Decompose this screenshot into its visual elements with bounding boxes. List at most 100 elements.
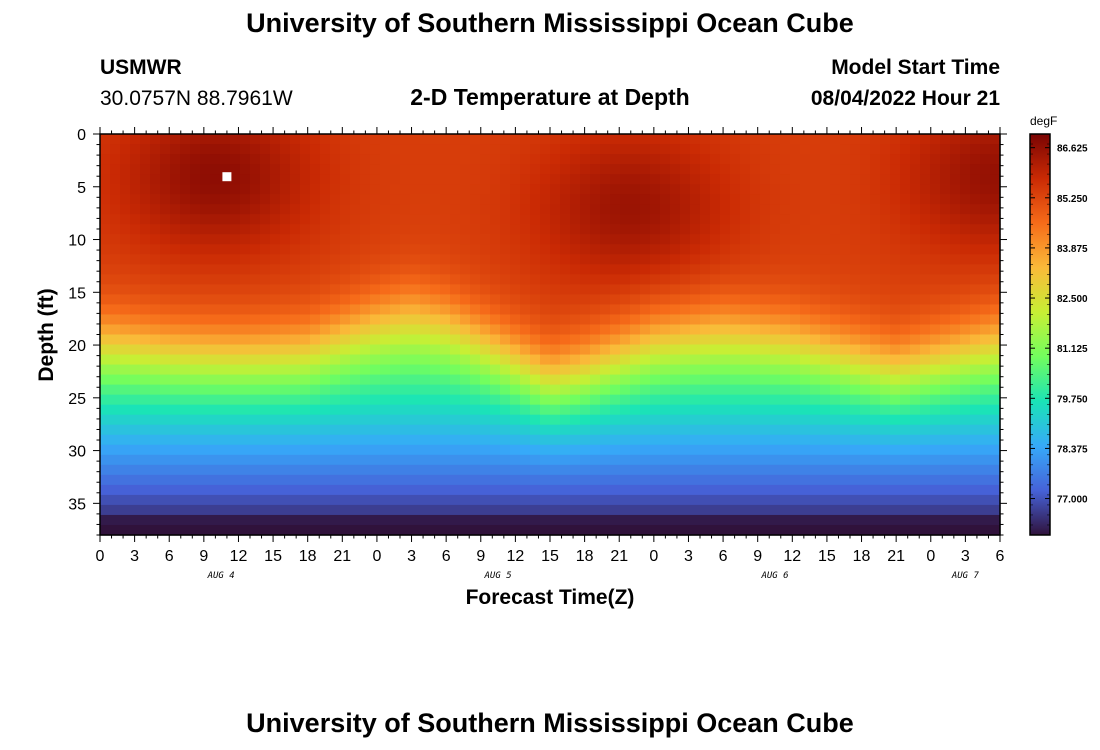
heatmap-cell bbox=[900, 154, 911, 165]
heatmap-cell bbox=[210, 344, 221, 356]
heatmap-cell bbox=[620, 524, 631, 536]
heatmap-cell bbox=[510, 304, 521, 316]
heatmap-cell bbox=[680, 324, 691, 336]
heatmap-cell bbox=[430, 234, 441, 245]
heatmap-cell bbox=[750, 334, 761, 346]
heatmap-cell bbox=[210, 194, 221, 205]
heatmap-cell bbox=[740, 434, 751, 446]
heatmap-cell bbox=[990, 334, 1001, 346]
heatmap-cell bbox=[230, 224, 241, 235]
heatmap-cell bbox=[540, 454, 551, 466]
heatmap-cell bbox=[440, 294, 451, 306]
heatmap-cell bbox=[350, 444, 361, 456]
heatmap-cell bbox=[700, 374, 711, 386]
heatmap-cell bbox=[800, 454, 811, 466]
heatmap-cell bbox=[740, 524, 751, 536]
heatmap-cell bbox=[920, 484, 931, 496]
heatmap-cell bbox=[650, 254, 661, 265]
heatmap-cell bbox=[460, 444, 471, 456]
heatmap-cell bbox=[100, 174, 111, 185]
heatmap-cell bbox=[810, 434, 821, 446]
heatmap-cell bbox=[690, 394, 701, 406]
heatmap-cell bbox=[950, 164, 961, 175]
heatmap-cell bbox=[120, 134, 131, 145]
heatmap-cell bbox=[740, 324, 751, 336]
heatmap-cell bbox=[440, 144, 451, 155]
heatmap-cell bbox=[970, 474, 981, 486]
heatmap-cell bbox=[990, 204, 1001, 215]
heatmap-cell bbox=[500, 354, 511, 366]
heatmap-cell bbox=[980, 264, 991, 275]
heatmap-cell bbox=[450, 264, 461, 275]
heatmap-cell bbox=[420, 474, 431, 486]
heatmap-cell bbox=[750, 404, 761, 416]
heatmap-cell bbox=[380, 424, 391, 436]
heatmap-cell bbox=[170, 324, 181, 336]
heatmap-cell bbox=[510, 164, 521, 175]
heatmap-cell bbox=[600, 354, 611, 366]
heatmap-cell bbox=[330, 244, 341, 255]
heatmap-cell bbox=[650, 264, 661, 275]
heatmap-cell bbox=[880, 364, 891, 376]
heatmap-cell bbox=[170, 404, 181, 416]
heatmap-cell bbox=[680, 454, 691, 466]
heatmap-cell bbox=[550, 494, 561, 506]
heatmap-cell bbox=[490, 324, 501, 336]
heatmap-cell bbox=[420, 204, 431, 215]
heatmap-cell bbox=[570, 424, 581, 436]
heatmap-cell bbox=[930, 214, 941, 225]
heatmap-cell bbox=[610, 274, 621, 285]
heatmap-cell bbox=[670, 434, 681, 446]
heatmap-cell bbox=[430, 414, 441, 426]
heatmap-cell bbox=[100, 234, 111, 245]
heatmap-cell bbox=[220, 404, 231, 416]
heatmap-cell bbox=[280, 394, 291, 406]
heatmap-cell bbox=[120, 414, 131, 426]
heatmap-cell bbox=[950, 384, 961, 396]
heatmap-cell bbox=[140, 224, 151, 235]
heatmap-cell bbox=[500, 344, 511, 356]
heatmap-cell bbox=[240, 284, 251, 296]
heatmap-cell bbox=[220, 334, 231, 346]
heatmap-cell bbox=[470, 334, 481, 346]
heatmap-cell bbox=[840, 344, 851, 356]
heatmap-cell bbox=[610, 154, 621, 165]
heatmap-cell bbox=[720, 464, 731, 476]
heatmap-cell bbox=[470, 504, 481, 516]
heatmap-cell bbox=[100, 274, 111, 285]
heatmap-cell bbox=[820, 334, 831, 346]
heatmap-cell bbox=[610, 414, 621, 426]
heatmap-cell bbox=[850, 174, 861, 185]
heatmap-cell bbox=[390, 254, 401, 265]
heatmap-cell bbox=[540, 294, 551, 306]
heatmap-cell bbox=[390, 434, 401, 446]
heatmap-cell bbox=[790, 514, 801, 526]
heatmap-cell bbox=[760, 194, 771, 205]
heatmap-cell bbox=[430, 194, 441, 205]
heatmap-cell bbox=[540, 444, 551, 456]
heatmap-cell bbox=[170, 314, 181, 326]
colorbar-tick-label: 78.375 bbox=[1057, 444, 1088, 455]
station-name: USMWR bbox=[100, 56, 182, 79]
heatmap-cell bbox=[960, 464, 971, 476]
heatmap-cell bbox=[770, 494, 781, 506]
heatmap-cell bbox=[740, 354, 751, 366]
heatmap-cell bbox=[610, 394, 621, 406]
heatmap-cell bbox=[680, 164, 691, 175]
heatmap-cell bbox=[330, 284, 341, 296]
heatmap-cell bbox=[230, 264, 241, 275]
heatmap-cell bbox=[250, 174, 261, 185]
heatmap-cell bbox=[100, 414, 111, 426]
heatmap-cell bbox=[400, 204, 411, 215]
heatmap-cell bbox=[370, 144, 381, 155]
heatmap-cell bbox=[260, 524, 271, 536]
heatmap-cell bbox=[430, 314, 441, 326]
heatmap-cell bbox=[400, 184, 411, 195]
heatmap-cell bbox=[180, 394, 191, 406]
heatmap-cell bbox=[150, 454, 161, 466]
heatmap-cell bbox=[110, 324, 121, 336]
heatmap-cell bbox=[870, 404, 881, 416]
heatmap-cell bbox=[660, 414, 671, 426]
heatmap-cell bbox=[760, 424, 771, 436]
heatmap-cell bbox=[350, 264, 361, 275]
